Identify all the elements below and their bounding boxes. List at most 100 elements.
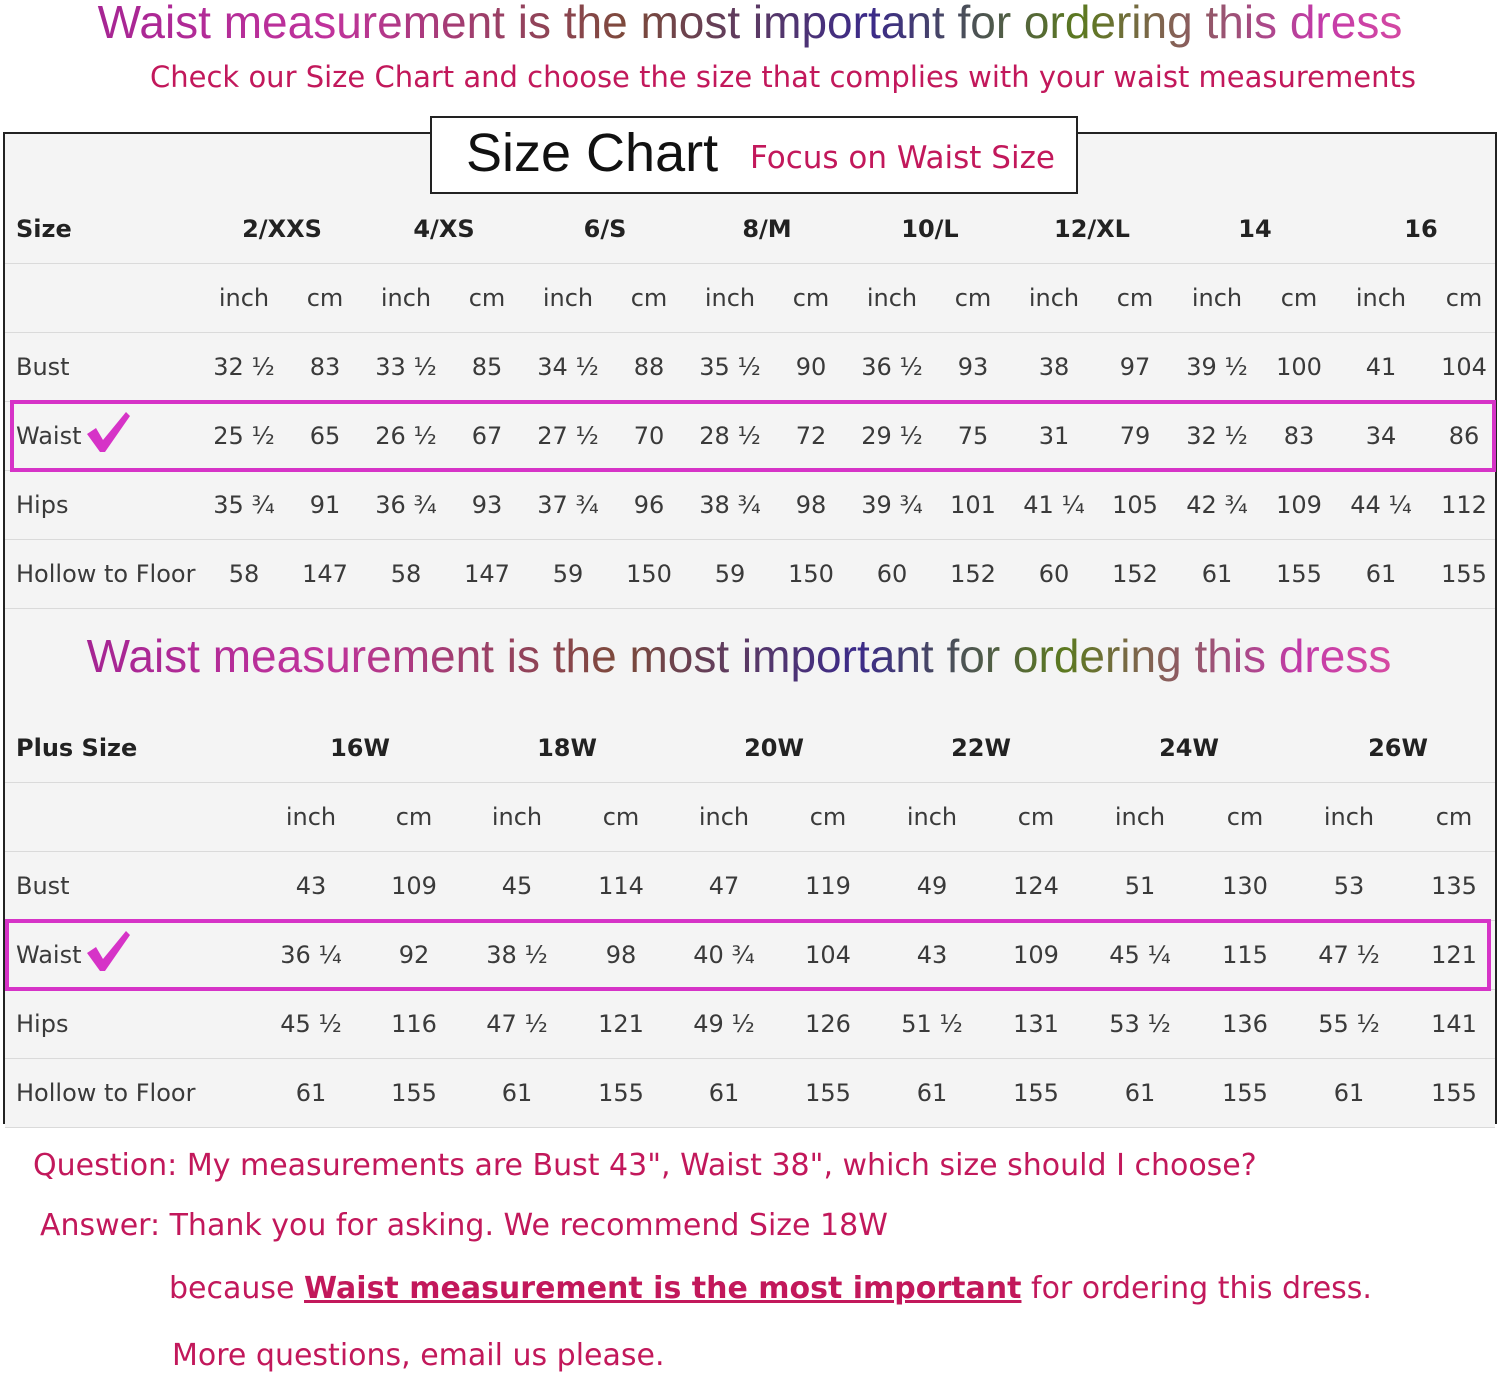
measurement-value: 155 — [1222, 1079, 1268, 1107]
measurement-value: 32 ½ — [213, 353, 275, 381]
measurement-value: 61 — [501, 1079, 533, 1107]
unit-label: cm — [1445, 284, 1483, 312]
measurement-label: Waist — [16, 422, 82, 450]
measurement-value: 147 — [464, 560, 510, 588]
faq-contact: More questions, email us please. — [172, 1338, 665, 1373]
plus-unit-row: inch cm inch cm inch cm inch cm inch cm inch cm — [5, 783, 1495, 852]
measurement-value: 33 ½ — [375, 353, 437, 381]
measurement-value: 92 — [398, 941, 430, 969]
faq-because-suffix: for ordering this dress. — [1031, 1271, 1372, 1306]
size-header-16w: 16W — [330, 734, 390, 762]
measurement-value: 136 — [1222, 1010, 1268, 1038]
measurement-value: 109 — [391, 872, 437, 900]
measurement-value: 61 — [708, 1079, 740, 1107]
measurement-value: 86 — [1448, 422, 1480, 450]
measurement-value: 96 — [633, 491, 665, 519]
measurement-value: 124 — [1013, 872, 1059, 900]
plus-waist-highlight — [5, 919, 1491, 991]
unit-label: cm — [1116, 284, 1154, 312]
measurement-value: 28 ½ — [699, 422, 761, 450]
unit-label: cm — [1435, 803, 1473, 831]
unit-label: inch — [1028, 284, 1080, 312]
unit-label: cm — [792, 284, 830, 312]
unit-label: cm — [395, 803, 433, 831]
headline-middle: Waist measurement is the most important … — [0, 628, 1478, 684]
measurement-value: 27 ½ — [537, 422, 599, 450]
measurement-value: 32 ½ — [1186, 422, 1248, 450]
measurement-value: 67 — [471, 422, 503, 450]
measurement-value: 36 ¾ — [375, 491, 437, 519]
unit-label: cm — [1017, 803, 1055, 831]
measurement-value: 37 ¾ — [537, 491, 599, 519]
measurement-value: 105 — [1112, 491, 1158, 519]
measurement-value: 112 — [1441, 491, 1487, 519]
faq-answer: Answer: Thank you for asking. We recomme… — [40, 1208, 888, 1243]
measurement-label: Hips — [16, 491, 69, 519]
measurement-value: 85 — [471, 353, 503, 381]
size-header-6s: 6/S — [583, 215, 627, 243]
size-chart-title-note: Focus on Waist Size — [750, 140, 1055, 176]
measurement-value: 98 — [605, 941, 637, 969]
measurement-value: 45 ½ — [280, 1010, 342, 1038]
measurement-value: 43 — [916, 941, 948, 969]
unit-label: cm — [1226, 803, 1264, 831]
measurement-label: Hollow to Floor — [16, 1079, 196, 1107]
measurement-value: 90 — [795, 353, 827, 381]
measurement-value: 147 — [302, 560, 348, 588]
size-header-8m: 8/M — [742, 215, 792, 243]
measurement-value: 43 — [295, 872, 327, 900]
size-header-2xxs: 2/XXS — [242, 215, 322, 243]
measurement-value: 40 ¾ — [693, 941, 755, 969]
measurement-value: 60 — [876, 560, 908, 588]
measurement-value: 29 ½ — [861, 422, 923, 450]
measurement-value: 98 — [795, 491, 827, 519]
measurement-value: 79 — [1119, 422, 1151, 450]
measurement-value: 88 — [633, 353, 665, 381]
measurement-value: 83 — [1283, 422, 1315, 450]
plus-row-hips: Hips 45 ½ 116 47 ½ 121 49 ½ 126 51 ½ 131 53 ½ 136 5… — [5, 990, 1495, 1059]
measurement-label: Waist — [16, 941, 82, 969]
measurement-value: 61 — [1201, 560, 1233, 588]
unit-label: cm — [630, 284, 668, 312]
measurement-value: 155 — [1276, 560, 1322, 588]
unit-label: cm — [602, 803, 640, 831]
measurement-value: 36 ½ — [861, 353, 923, 381]
unit-label: inch — [906, 803, 958, 831]
measurement-value: 58 — [228, 560, 260, 588]
measurement-label: Bust — [16, 353, 70, 381]
measurement-value: 39 ½ — [1186, 353, 1248, 381]
unit-label: cm — [306, 284, 344, 312]
unit-label: inch — [1355, 284, 1407, 312]
standard-header-row: Size 2/XXS 4/XS 6/S 8/M 10/L 12/XL 14 16 — [5, 195, 1495, 264]
size-header-4xs: 4/XS — [413, 215, 475, 243]
measurement-value: 34 — [1365, 422, 1397, 450]
measurement-value: 100 — [1276, 353, 1322, 381]
measurement-value: 97 — [1119, 353, 1151, 381]
unit-label: inch — [285, 803, 337, 831]
measurement-value: 47 — [708, 872, 740, 900]
measurement-value: 93 — [471, 491, 503, 519]
unit-label: inch — [380, 284, 432, 312]
size-header-10l: 10/L — [901, 215, 959, 243]
plus-row-waist: Waist 36 ¼ 92 38 ½ 98 40 ¾ 104 43 109 45 ¼ 115 47 ½… — [5, 921, 1495, 990]
measurement-label: Hollow to Floor — [16, 560, 196, 588]
measurement-value: 155 — [598, 1079, 644, 1107]
measurement-value: 116 — [391, 1010, 437, 1038]
measurement-value: 155 — [805, 1079, 851, 1107]
measurement-value: 36 ¼ — [280, 941, 342, 969]
plus-row-hollow-to-floor: Hollow to Floor 61 155 61 155 61 155 61 155 61 155… — [5, 1059, 1495, 1128]
measurement-value: 101 — [950, 491, 996, 519]
measurement-value: 115 — [1222, 941, 1268, 969]
measurement-value: 75 — [957, 422, 989, 450]
headline-top: Waist measurement is the most important … — [0, 0, 1500, 50]
faq-because-emphasis: Waist measurement is the most important — [304, 1271, 1022, 1306]
measurement-value: 34 ½ — [537, 353, 599, 381]
measurement-value: 59 — [714, 560, 746, 588]
measurement-value: 152 — [1112, 560, 1158, 588]
measurement-value: 58 — [390, 560, 422, 588]
size-header-22w: 22W — [951, 734, 1011, 762]
measurement-value: 61 — [916, 1079, 948, 1107]
measurement-value: 53 ½ — [1109, 1010, 1171, 1038]
measurement-value: 61 — [1124, 1079, 1156, 1107]
measurement-value: 126 — [805, 1010, 851, 1038]
